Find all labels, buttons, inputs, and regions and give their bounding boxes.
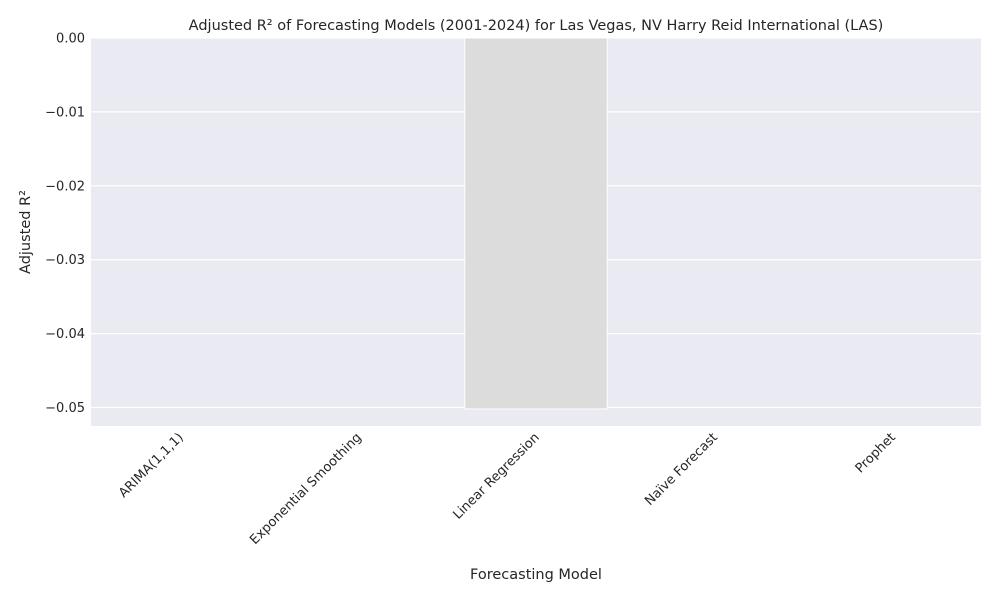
x-tick-label: Exponential Smoothing	[247, 430, 365, 548]
y-tick-label: 0.00	[56, 32, 85, 47]
y-axis-label: Adjusted R²	[18, 190, 34, 274]
bar	[464, 37, 608, 410]
x-axis-label: Forecasting Model	[470, 567, 602, 583]
y-tick-label: −0.03	[45, 253, 85, 268]
chart-title: Adjusted R² of Forecasting Models (2001-…	[189, 18, 884, 34]
x-tick-label: Naïve Forecast	[642, 430, 721, 509]
y-tick-label: −0.01	[45, 105, 85, 120]
x-tick-label: Prophet	[853, 430, 899, 476]
y-tick-label: −0.05	[45, 401, 85, 416]
y-tick-label: −0.02	[45, 179, 85, 194]
x-tick-labels: ARIMA(1,1,1) Exponential Smoothing Linear …	[116, 430, 899, 548]
x-tick-label: ARIMA(1,1,1)	[116, 430, 187, 501]
y-tick-labels: 0.00 −0.01 −0.02 −0.03 −0.04 −0.05	[45, 32, 85, 417]
x-tick-label: Linear Regression	[450, 430, 542, 522]
y-tick-label: −0.04	[45, 327, 85, 342]
bars	[464, 37, 608, 410]
